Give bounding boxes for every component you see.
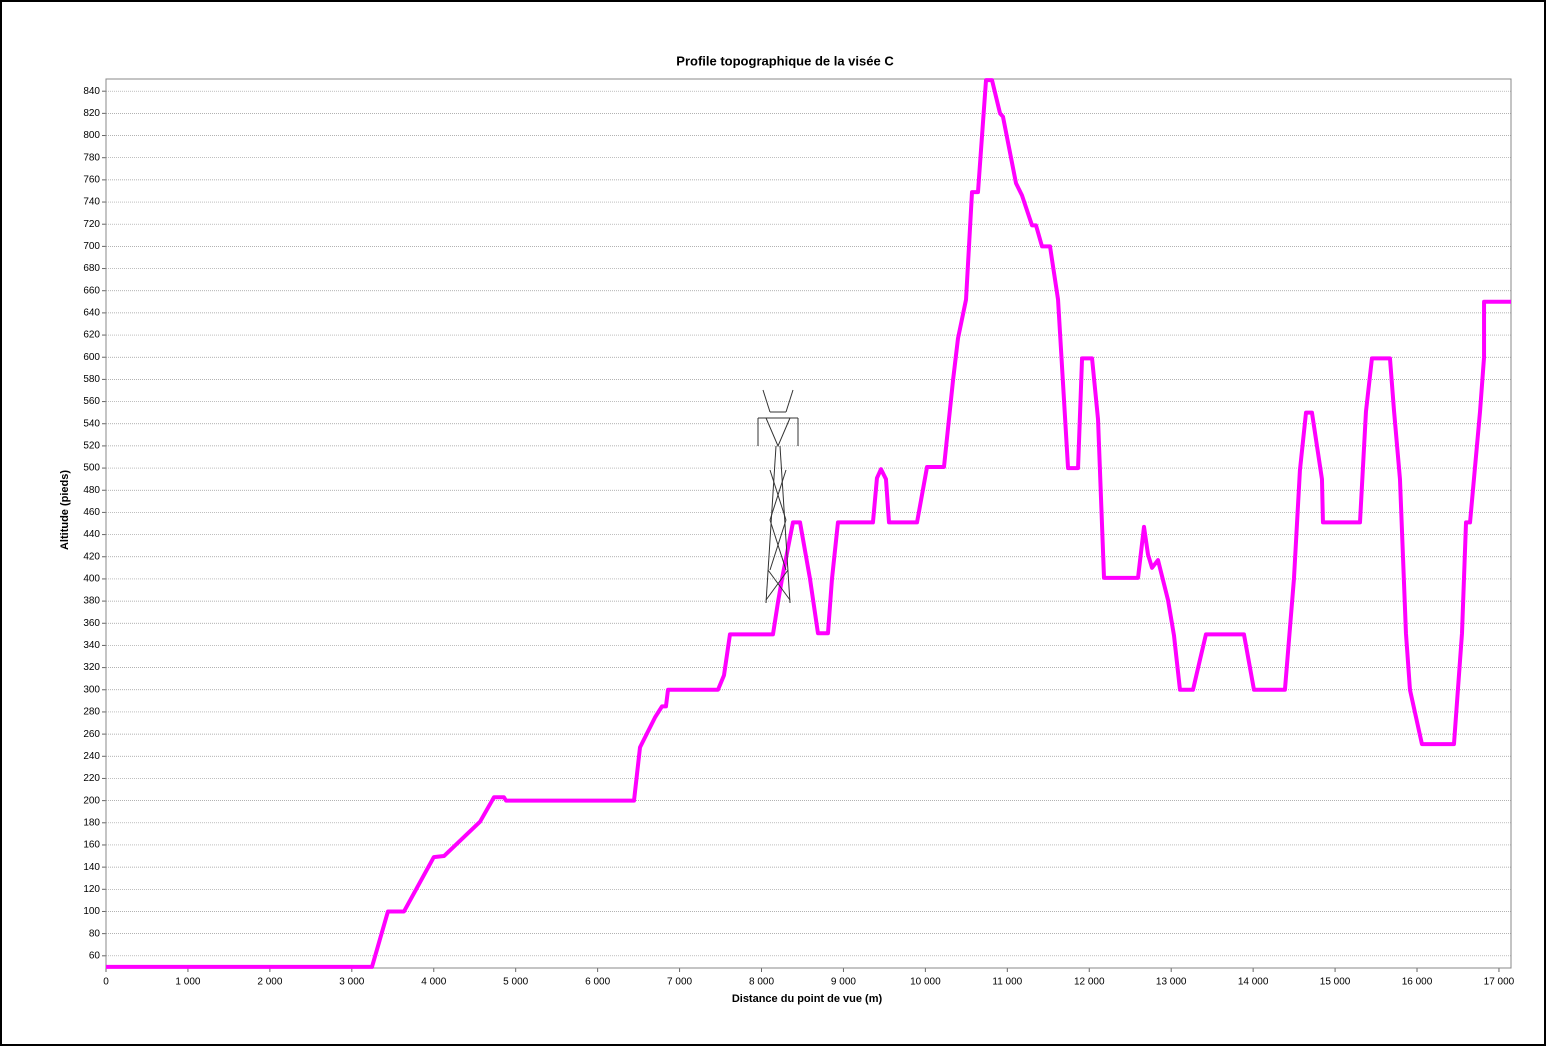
y-tick-label: 240 — [83, 751, 100, 762]
y-axis-label: Altitude (pieds) — [59, 470, 71, 550]
x-tick-label: 14 000 — [1238, 977, 1269, 988]
y-tick-label: 400 — [83, 574, 100, 585]
x-tick-label: 3 000 — [339, 977, 364, 988]
y-tick-label: 680 — [83, 263, 100, 274]
x-tick-label: 0 — [103, 977, 109, 988]
y-tick-label: 360 — [83, 618, 100, 629]
x-tick-label: 2 000 — [257, 977, 282, 988]
y-tick-label: 820 — [83, 108, 100, 119]
x-tick-label: 12 000 — [1074, 977, 1105, 988]
x-tick-label: 9 000 — [831, 977, 856, 988]
y-tick-label: 580 — [83, 374, 100, 385]
y-tick-label: 260 — [83, 729, 100, 740]
y-tick-label: 720 — [83, 219, 100, 230]
y-tick-label: 280 — [83, 707, 100, 718]
y-tick-label: 760 — [83, 175, 100, 186]
y-tick-label: 60 — [89, 950, 101, 961]
y-tick-label: 840 — [83, 86, 100, 97]
x-tick-label: 8 000 — [749, 977, 774, 988]
y-tick-label: 200 — [83, 795, 100, 806]
y-tick-label: 340 — [83, 640, 100, 651]
x-tick-label: 1 000 — [175, 977, 200, 988]
y-tick-label: 160 — [83, 840, 100, 851]
x-tick-label: 6 000 — [585, 977, 610, 988]
x-tick-label: 7 000 — [667, 977, 692, 988]
y-tick-label: 800 — [83, 130, 100, 141]
y-tick-label: 740 — [83, 197, 100, 208]
x-tick-label: 13 000 — [1156, 977, 1187, 988]
y-tick-label: 380 — [83, 596, 100, 607]
x-tick-label: 15 000 — [1320, 977, 1351, 988]
y-tick-label: 100 — [83, 906, 100, 917]
chart-title: Profile topographique de la visée C — [676, 53, 894, 68]
y-tick-label: 320 — [83, 662, 100, 673]
x-axis-label: Distance du point de vue (m) — [732, 993, 883, 1005]
y-tick-label: 440 — [83, 529, 100, 540]
y-tick-label: 460 — [83, 507, 100, 518]
x-tick-label: 5 000 — [503, 977, 528, 988]
y-tick-label: 420 — [83, 551, 100, 562]
y-tick-label: 640 — [83, 308, 100, 319]
chart: Profile topographique de la visée C Dist… — [0, 0, 1546, 1046]
y-tick-label: 120 — [83, 884, 100, 895]
y-tick-label: 80 — [89, 928, 101, 939]
x-tick-label: 17 000 — [1484, 977, 1515, 988]
y-tick-label: 300 — [83, 684, 100, 695]
y-tick-label: 660 — [83, 285, 100, 296]
x-tick-label: 10 000 — [910, 977, 941, 988]
y-tick-label: 600 — [83, 352, 100, 363]
y-tick-label: 220 — [83, 773, 100, 784]
y-tick-label: 540 — [83, 418, 100, 429]
x-tick-label: 4 000 — [421, 977, 446, 988]
y-tick-label: 560 — [83, 396, 100, 407]
y-tick-label: 620 — [83, 330, 100, 341]
x-tick-label: 16 000 — [1402, 977, 1433, 988]
page: Profile topographique de la visée C Dist… — [0, 0, 1546, 1046]
x-tick-label: 11 000 — [992, 977, 1022, 988]
y-tick-label: 140 — [83, 862, 100, 873]
y-tick-label: 500 — [83, 463, 100, 474]
y-tick-label: 780 — [83, 152, 100, 163]
y-tick-label: 520 — [83, 441, 100, 452]
y-tick-label: 700 — [83, 241, 100, 252]
y-tick-label: 180 — [83, 817, 100, 828]
y-tick-label: 480 — [83, 485, 100, 496]
